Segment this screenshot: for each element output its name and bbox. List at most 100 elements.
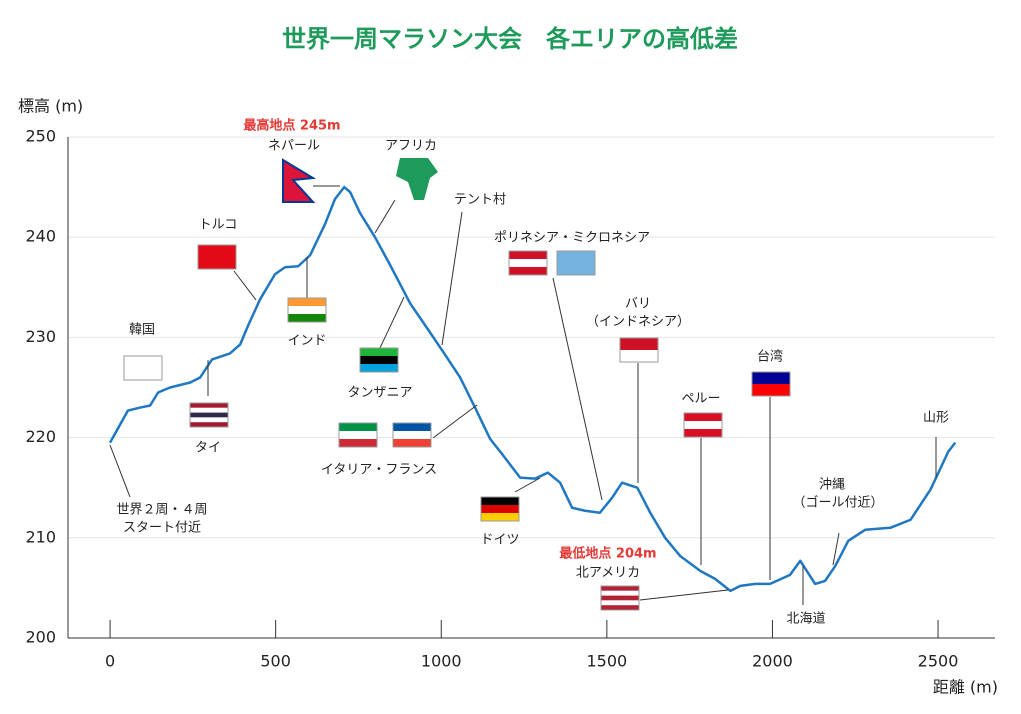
annotation-label: タンザニア: [347, 386, 412, 401]
annotation-label: ネパール: [268, 139, 320, 154]
leader-line: [552, 277, 603, 501]
annotation-label: スタート付近: [123, 521, 201, 536]
annotation-label: ポリネシア・ミクロネシア: [494, 231, 650, 246]
annotation-label: 北アメリカ: [576, 566, 640, 581]
flag-thailand: [190, 422, 228, 427]
flag-nepal: [282, 158, 317, 203]
leader-line: [109, 444, 131, 498]
annotation-label: （ゴール付近）: [792, 495, 883, 511]
flag-micronesia: [557, 251, 595, 275]
flag-usa-border: [600, 585, 640, 611]
flag-italy: [339, 439, 377, 447]
flag-thailand: [190, 407, 228, 413]
flag-germany-border: [480, 496, 520, 522]
flag-peru: [684, 421, 722, 429]
annotation-label: イタリア・フランス: [321, 463, 437, 478]
annotation-label: 沖縄: [819, 478, 845, 493]
flag-thailand: [190, 403, 228, 408]
leader-line: [233, 270, 257, 301]
annotation-label: インド: [287, 334, 326, 349]
flag-polynesia-border: [508, 250, 548, 276]
x-tick-label: 0: [105, 652, 115, 671]
y-tick-label: 230: [25, 327, 56, 346]
flag-thailand-border: [189, 402, 229, 428]
annotation-label: テント村: [454, 193, 506, 208]
leader-line: [432, 404, 478, 439]
flag-turkey-border: [197, 244, 237, 270]
flag-taiwan-border: [751, 371, 791, 397]
y-tick-label: 220: [25, 427, 56, 446]
flag-india-border: [287, 297, 327, 323]
leader-line: [441, 211, 463, 346]
highlight-label: 最高地点 245m: [243, 118, 340, 134]
y-tick-label: 200: [25, 628, 56, 647]
flag-tanzania: [360, 348, 398, 356]
annotation-label: トルコ: [199, 218, 238, 233]
flag-tanzania-border: [359, 347, 399, 373]
leader-line: [832, 532, 840, 566]
flag-france: [393, 439, 431, 447]
y-tick-label: 250: [25, 127, 56, 146]
flag-indonesia: [620, 350, 658, 362]
flag-korea-border: [123, 355, 163, 381]
africa-icon: [396, 158, 438, 200]
annotation-label: ペルー: [681, 392, 720, 407]
annotation-label: 韓国: [129, 323, 155, 338]
x-tick-label: 500: [260, 652, 291, 671]
flag-germany: [481, 497, 519, 505]
flag-indonesia-border: [619, 337, 659, 363]
leader-line: [514, 477, 541, 493]
annotation-label: （インドネシア）: [586, 315, 690, 330]
flag-micronesia-border: [556, 250, 596, 276]
annotation-label: ドイツ: [480, 533, 519, 548]
annotation-label: 世界２周・４周: [116, 503, 207, 518]
flag-usa: [601, 586, 639, 591]
leader-line: [374, 199, 396, 234]
annotation-label: 台湾: [757, 349, 783, 365]
flag-germany: [481, 513, 519, 521]
flag-thailand: [190, 412, 228, 418]
x-tick-label: 2500: [918, 652, 959, 671]
x-tick-label: 1500: [586, 652, 627, 671]
flag-france-border: [392, 422, 432, 448]
y-axis-label: 標高 (m): [18, 97, 83, 116]
flag-india: [288, 298, 326, 306]
flag-polynesia: [509, 251, 547, 259]
leader-line: [379, 296, 405, 349]
flag-usa: [601, 600, 639, 606]
elevation-line: [108, 185, 957, 593]
flag-taiwan: [752, 372, 790, 384]
flag-korea: [124, 356, 162, 380]
highlight-label: 最低地点 204m: [559, 546, 656, 562]
annotation-label: 北海道: [786, 612, 825, 627]
flag-germany: [481, 505, 519, 513]
leader-line: [639, 589, 729, 601]
flag-peru: [684, 413, 722, 421]
x-tick-label: 1000: [421, 652, 462, 671]
flag-polynesia: [509, 267, 547, 275]
flag-italy: [339, 431, 377, 439]
flag-peru: [684, 429, 722, 437]
annotation-label: アフリカ: [385, 139, 437, 154]
annotation-label: バリ: [625, 297, 651, 312]
annotation-label: 山形: [923, 411, 949, 426]
flag-usa: [601, 605, 639, 610]
flag-peru-border: [683, 412, 723, 438]
flag-thailand: [190, 417, 228, 423]
flag-indonesia: [620, 338, 658, 350]
flag-turkey: [198, 245, 236, 269]
flag-france: [393, 423, 431, 431]
flag-tanzania: [360, 364, 398, 372]
y-tick-label: 240: [25, 227, 56, 246]
flag-usa: [601, 590, 639, 596]
flag-india: [288, 314, 326, 322]
chart-title: 世界一周マラソン大会 各エリアの高低差: [282, 25, 738, 53]
x-tick-label: 2000: [752, 652, 793, 671]
x-axis-label: 距離 (m): [933, 678, 998, 697]
flag-tanzania: [360, 356, 398, 364]
flag-india: [288, 306, 326, 314]
flag-france: [393, 431, 431, 439]
flag-usa: [601, 595, 639, 601]
flag-taiwan: [752, 384, 790, 396]
